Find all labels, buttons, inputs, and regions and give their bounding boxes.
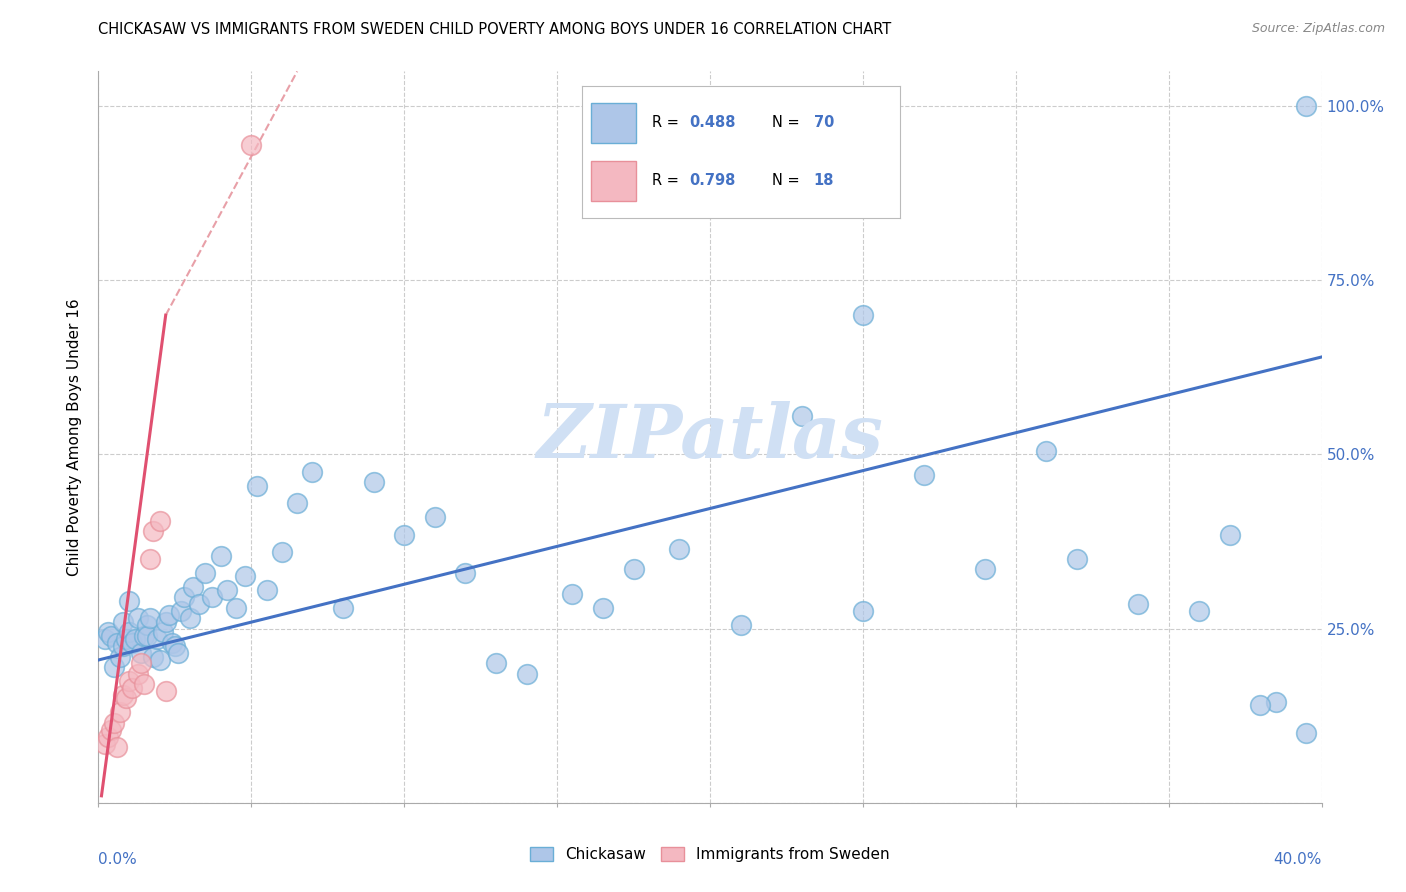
Point [790, 409, 813, 424]
Point [852, 604, 875, 618]
Point [730, 618, 752, 632]
Point [136, 618, 159, 632]
Text: 0.0%: 0.0% [98, 852, 138, 866]
Point [105, 740, 128, 755]
Point [392, 527, 416, 541]
Point [118, 673, 141, 688]
Point [127, 667, 149, 681]
Point [516, 667, 538, 681]
Point [270, 545, 292, 559]
Point [108, 705, 131, 719]
Point [209, 549, 232, 563]
Text: 40.0%: 40.0% [1274, 852, 1322, 866]
Point [115, 632, 138, 646]
Point [145, 632, 167, 646]
Point [200, 591, 222, 605]
Point [561, 587, 583, 601]
Point [1249, 698, 1271, 713]
Text: CHICKASAW VS IMMIGRANTS FROM SWEDEN CHILD POVERTY AMONG BOYS UNDER 16 CORRELATIO: CHICKASAW VS IMMIGRANTS FROM SWEDEN CHIL… [98, 22, 891, 37]
Point [194, 566, 217, 580]
Point [167, 646, 190, 660]
Point [623, 562, 645, 576]
Point [256, 583, 278, 598]
Text: Source: ZipAtlas.com: Source: ZipAtlas.com [1251, 22, 1385, 36]
Point [152, 625, 174, 640]
Y-axis label: Child Poverty Among Boys Under 16: Child Poverty Among Boys Under 16 [67, 298, 83, 576]
Point [142, 649, 165, 664]
Point [592, 600, 614, 615]
Point [111, 615, 134, 629]
Point [127, 611, 149, 625]
Point [1066, 552, 1088, 566]
Point [301, 465, 323, 479]
Point [118, 625, 141, 640]
Point [1264, 695, 1286, 709]
Point [332, 600, 354, 615]
Point [115, 691, 138, 706]
Point [100, 723, 122, 737]
Point [188, 597, 211, 611]
Point [139, 552, 162, 566]
Point [121, 681, 143, 695]
Point [454, 566, 477, 580]
Point [668, 541, 690, 556]
Point [100, 629, 122, 643]
Point [285, 496, 308, 510]
Point [121, 635, 143, 649]
Text: ZIPatlas: ZIPatlas [537, 401, 883, 474]
Point [163, 639, 186, 653]
Point [912, 468, 935, 483]
Point [93, 632, 115, 646]
Point [97, 625, 120, 640]
Point [240, 137, 263, 152]
Point [1188, 604, 1211, 618]
Point [129, 646, 152, 660]
Point [97, 730, 120, 744]
Point [181, 580, 204, 594]
Point [160, 635, 183, 649]
Point [215, 583, 238, 598]
Point [1219, 527, 1241, 541]
Point [225, 600, 247, 615]
Point [155, 615, 177, 629]
Point [157, 607, 180, 622]
Point [103, 715, 125, 730]
Point [136, 629, 159, 643]
Point [93, 737, 115, 751]
Legend: Chickasaw, Immigrants from Sweden: Chickasaw, Immigrants from Sweden [524, 841, 896, 868]
Point [246, 479, 269, 493]
Point [1035, 444, 1057, 458]
Point [149, 514, 172, 528]
Point [173, 591, 195, 605]
Point [111, 639, 134, 653]
Point [139, 611, 162, 625]
Point [129, 657, 152, 671]
Point [1295, 99, 1317, 113]
Point [108, 649, 131, 664]
Point [179, 611, 201, 625]
Point [142, 524, 165, 538]
Point [170, 604, 193, 618]
Point [423, 510, 446, 524]
Point [233, 569, 256, 583]
Point [852, 308, 875, 322]
Point [149, 653, 172, 667]
Point [155, 684, 177, 698]
Point [134, 629, 156, 643]
Point [1295, 726, 1317, 740]
Point [974, 562, 997, 576]
Point [103, 660, 125, 674]
Point [485, 657, 508, 671]
Point [111, 688, 134, 702]
Point [363, 475, 385, 490]
Point [1128, 597, 1150, 611]
Point [134, 677, 156, 691]
Point [105, 635, 128, 649]
Point [118, 594, 141, 608]
Point [124, 632, 146, 646]
